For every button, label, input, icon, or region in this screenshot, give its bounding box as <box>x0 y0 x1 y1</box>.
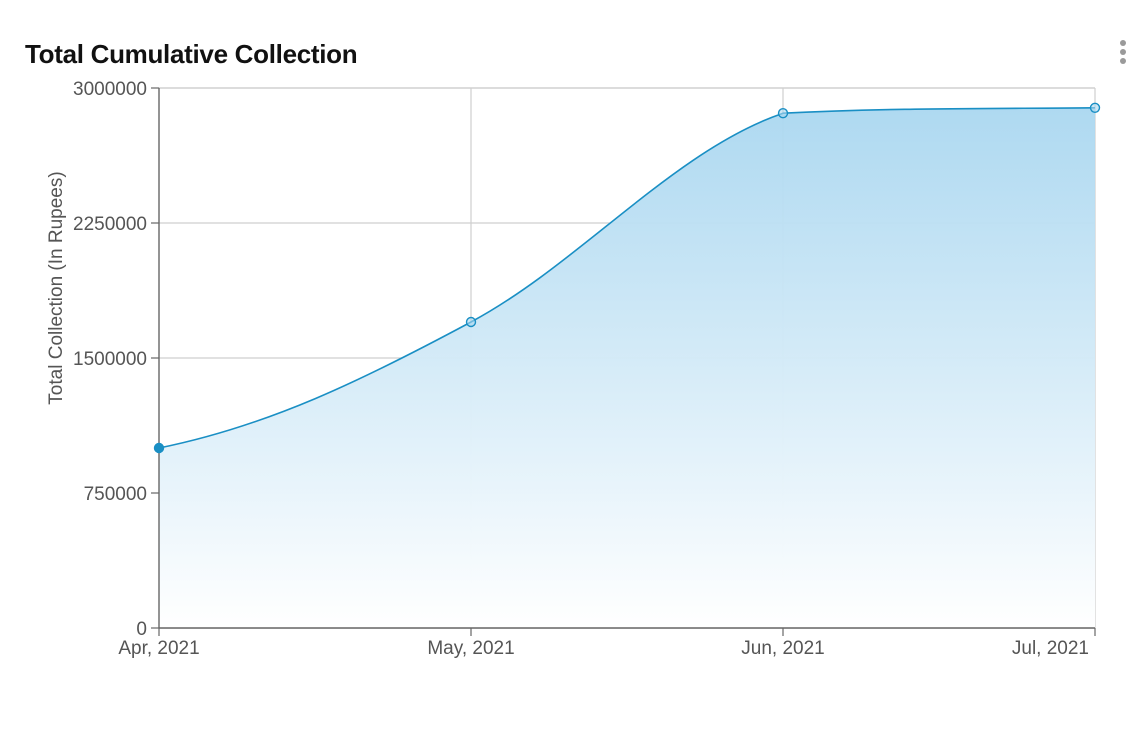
data-point[interactable] <box>777 107 789 119</box>
series-line <box>158 107 1096 449</box>
y-tick-label: 750000 <box>84 484 147 505</box>
series-area-fill <box>159 107 1095 629</box>
x-tick-label: Jun, 2021 <box>741 638 824 659</box>
y-tick-label: 1500000 <box>73 349 147 370</box>
y-axis-title: Total Collection (In Rupees) <box>46 171 67 404</box>
y-tick-label: 2250000 <box>73 214 147 235</box>
y-tick-label: 0 <box>136 619 147 640</box>
series-area <box>158 107 1096 629</box>
data-points <box>153 102 1101 454</box>
data-point[interactable] <box>153 442 165 454</box>
chart-title: Total Cumulative Collection <box>25 39 358 69</box>
data-point[interactable] <box>1089 102 1101 114</box>
x-tick-label: May, 2021 <box>427 638 514 659</box>
more-vertical-icon[interactable] <box>1117 40 1129 70</box>
y-tick-label: 3000000 <box>73 79 147 100</box>
x-tick-label: Apr, 2021 <box>118 638 199 659</box>
axes: 0 750000 1500000 2250000 3000000 Apr, 2021 May… <box>73 79 1096 659</box>
data-point[interactable] <box>465 316 477 328</box>
x-tick-label: Jul, 2021 <box>1012 638 1089 659</box>
